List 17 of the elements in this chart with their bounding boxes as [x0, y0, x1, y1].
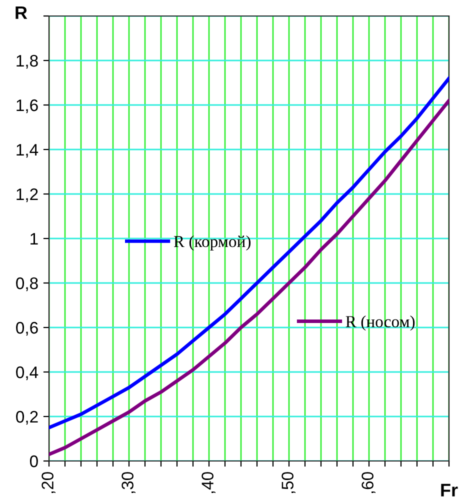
y-tick-label: 0,6 — [16, 322, 38, 336]
y-tick-label: 1,8 — [16, 54, 38, 69]
x-tick-label: ,50 — [282, 472, 296, 494]
x-axis-title: Fr — [441, 484, 458, 496]
y-tick-label: 0,2 — [16, 410, 38, 425]
y-tick-label: 1,2 — [16, 188, 38, 202]
y-tick-label: 0 — [30, 455, 38, 468]
y-tick-label: 1,4 — [16, 144, 38, 158]
y-tick-label: 1 — [30, 233, 38, 245]
x-tick-label: ,30 — [122, 472, 136, 494]
y-tick-label: 0,8 — [16, 277, 38, 292]
x-tick-label: ,20 — [42, 472, 56, 494]
y-axis-title: R — [16, 6, 28, 19]
y-tick-label: 1,6 — [16, 99, 38, 114]
x-tick-label: ,60 — [362, 472, 376, 494]
y-tick-label: 0,4 — [16, 366, 38, 380]
x-tick-label: ,40 — [202, 472, 216, 494]
